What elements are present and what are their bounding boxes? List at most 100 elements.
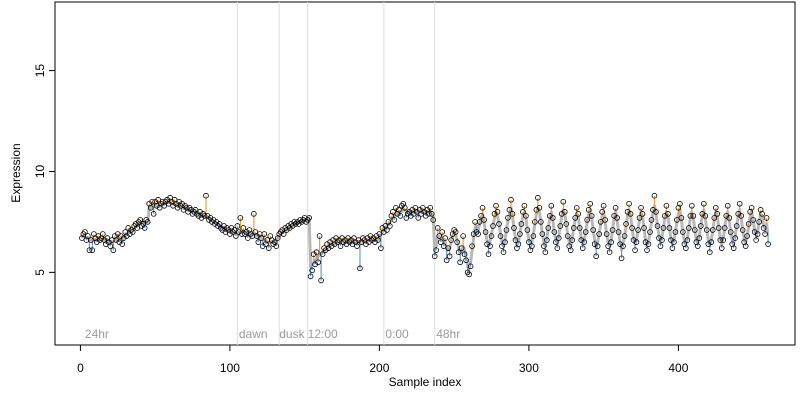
- data-point: [609, 227, 616, 233]
- data-point: [488, 233, 495, 239]
- data-point: [86, 247, 93, 253]
- data-point: [683, 245, 689, 251]
- data-point: [306, 215, 312, 221]
- data-point: [149, 198, 155, 205]
- data-point: [602, 217, 608, 223]
- data-point: [614, 215, 620, 221]
- data-point: [437, 239, 444, 245]
- x-tick-label: 300: [519, 361, 539, 375]
- data-point: [709, 227, 716, 233]
- data-point: [100, 231, 106, 237]
- data-point: [706, 249, 713, 255]
- data-point: [375, 237, 381, 243]
- data-point: [569, 237, 576, 243]
- data-point: [727, 229, 734, 235]
- data-point: [539, 231, 546, 237]
- data-point: [686, 225, 692, 231]
- data-point: [512, 237, 519, 243]
- data-point: [666, 225, 673, 231]
- data-point: [487, 243, 493, 249]
- data-point: [702, 213, 709, 219]
- data-point: [511, 225, 517, 231]
- data-point: [430, 217, 437, 223]
- y-tick-label: 5: [33, 269, 47, 276]
- data-point: [584, 217, 591, 223]
- data-point: [203, 192, 209, 199]
- data-point: [442, 235, 448, 241]
- data-point: [714, 211, 721, 217]
- data-point: [715, 225, 722, 231]
- data-point: [233, 233, 239, 239]
- data-point: [490, 223, 496, 229]
- x-tick-label: 400: [668, 361, 688, 375]
- data-point: [745, 221, 752, 227]
- data-point: [454, 239, 460, 245]
- data-point: [560, 198, 567, 205]
- data-point: [557, 223, 564, 229]
- data-point: [307, 273, 314, 280]
- data-point: [318, 277, 324, 284]
- data-point: [575, 211, 582, 217]
- data-point: [89, 247, 96, 253]
- data-point: [237, 215, 244, 221]
- data-point: [730, 245, 737, 251]
- data-point: [590, 227, 596, 233]
- data-point: [129, 229, 136, 235]
- data-point: [762, 231, 768, 237]
- annotation: 24hr: [85, 327, 109, 341]
- data-point: [529, 243, 535, 249]
- x-axis-title: Sample index: [389, 375, 462, 389]
- data-point: [692, 227, 698, 233]
- data-point: [258, 235, 265, 241]
- data-point: [273, 243, 280, 249]
- data-point: [469, 243, 475, 249]
- data-point: [485, 251, 492, 258]
- data-point: [717, 237, 724, 243]
- data-point: [638, 205, 644, 211]
- data-point: [532, 219, 538, 225]
- data-point: [397, 213, 404, 219]
- data-point: [696, 235, 703, 241]
- data-point: [738, 213, 744, 219]
- data-point: [354, 243, 360, 249]
- data-point: [684, 237, 691, 243]
- data-point: [309, 267, 315, 274]
- data-point: [600, 202, 607, 209]
- data-point: [479, 205, 486, 211]
- plot-frame: [54, 1, 796, 346]
- data-point: [458, 245, 465, 251]
- data-point: [644, 247, 650, 253]
- data-point: [756, 219, 762, 225]
- data-point: [606, 249, 613, 255]
- data-point: [425, 211, 432, 217]
- data-point: [384, 227, 390, 233]
- y-tick-label: 15: [33, 64, 47, 78]
- data-point: [744, 233, 750, 239]
- data-point: [663, 202, 670, 209]
- data-point: [466, 271, 472, 278]
- data-point: [535, 194, 541, 201]
- data-point: [255, 239, 262, 245]
- data-point: [669, 245, 676, 251]
- data-point: [107, 243, 114, 249]
- data-point: [732, 235, 739, 241]
- data-point: [564, 233, 571, 239]
- data-point: [265, 245, 272, 251]
- data-point: [481, 217, 487, 223]
- data-point: [703, 227, 710, 233]
- data-point: [137, 217, 144, 223]
- data-point: [765, 241, 771, 247]
- data-point: [448, 237, 454, 243]
- data-point: [251, 211, 257, 217]
- data-point: [698, 223, 704, 229]
- y-tick-label: 10: [33, 164, 47, 178]
- data-point: [134, 225, 141, 231]
- data-point: [144, 219, 151, 225]
- data-point: [234, 223, 241, 229]
- data-point: [680, 229, 686, 235]
- data-point: [455, 249, 462, 255]
- data-point: [201, 213, 208, 219]
- data-point: [457, 259, 463, 266]
- data-point: [621, 233, 628, 239]
